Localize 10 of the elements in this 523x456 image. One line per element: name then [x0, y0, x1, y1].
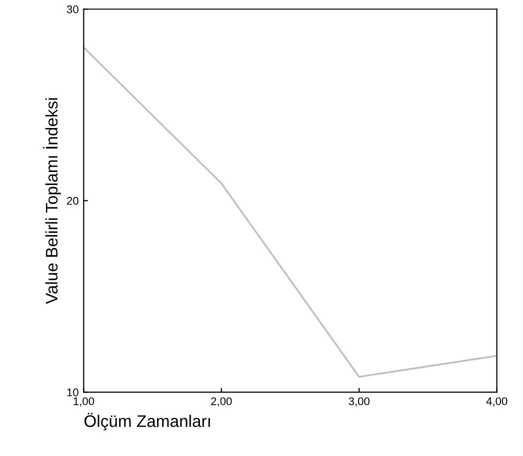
x-tick-label: 3,00 — [348, 397, 370, 406]
y-tick-label: 10 — [67, 388, 78, 396]
y-tick-label: 30 — [66, 5, 78, 14]
line-series — [84, 46, 497, 378]
y-tick-label: 20 — [67, 196, 78, 205]
x-tick-label: 2,00 — [211, 397, 232, 406]
x-tick-label: 1,00 — [74, 397, 94, 406]
x-tick-label: 4,00 — [486, 397, 508, 406]
x-axis-title: Ölçüm Zamanları — [84, 412, 210, 430]
y-axis-title: Value Belirli Toplamı İndeksi — [43, 98, 61, 304]
